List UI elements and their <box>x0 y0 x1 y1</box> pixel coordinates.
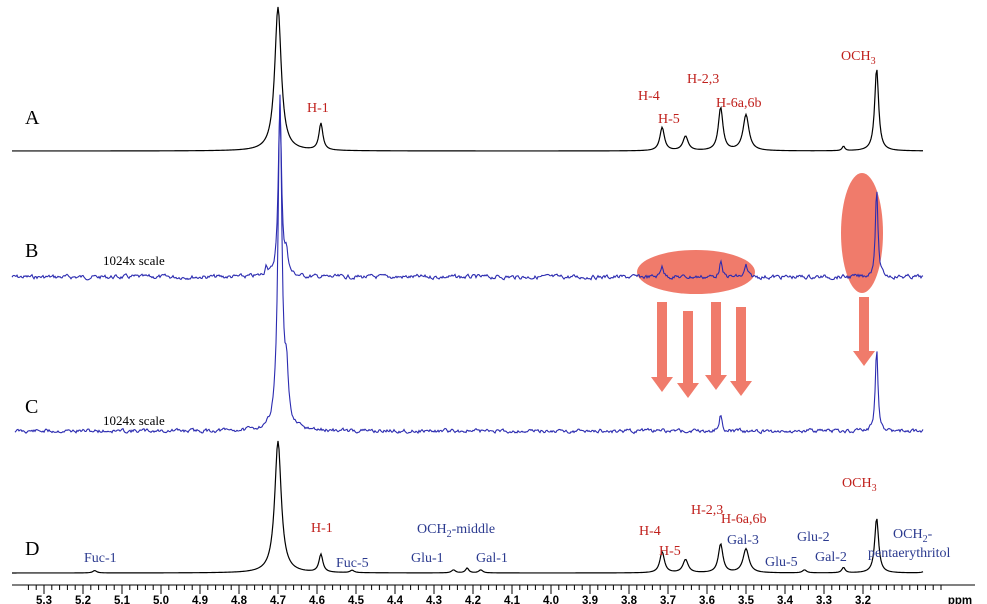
peak-label: Fuc-5 <box>336 556 369 571</box>
arrow-down-icon <box>677 311 699 398</box>
highlight-ellipse <box>637 250 755 294</box>
scale-note: 1024x scale <box>103 413 165 428</box>
spectrum-label-a: A <box>25 107 40 129</box>
scale-note: 1024x scale <box>103 253 165 268</box>
tick-label: 4.5 <box>348 595 365 604</box>
tick-label: 4.7 <box>270 595 286 604</box>
spectrum-trace-b <box>11 103 924 281</box>
tick-label: 4.4 <box>387 595 404 604</box>
peak-label: pentaerythritol <box>868 546 951 561</box>
peak-label: H-4 <box>638 89 660 104</box>
peak-label: Glu-1 <box>411 551 444 566</box>
arrow-down-icon <box>705 302 727 390</box>
tick-label: 4.1 <box>504 595 521 604</box>
peak-label: H-1 <box>307 101 329 116</box>
tick-label: 3.6 <box>699 595 715 604</box>
peak-label: OCH2-middle <box>417 522 495 540</box>
peak-label: H-2,3 <box>691 503 723 518</box>
spectrum-label-c: C <box>25 396 38 418</box>
spectrum-trace-c <box>14 94 924 435</box>
peak-label: Glu-2 <box>797 530 830 545</box>
peak-label: H-1 <box>311 521 333 536</box>
highlight-ellipse <box>841 173 883 293</box>
peak-label: Fuc-1 <box>84 551 117 566</box>
peak-label: Gal-3 <box>727 533 759 548</box>
peak-label: H-5 <box>658 112 680 127</box>
tick-label: 5.2 <box>75 595 91 604</box>
spectra-layer <box>11 6 924 574</box>
arrow-down-icon <box>853 297 875 366</box>
tick-label: 4.0 <box>543 595 559 604</box>
peak-label: OCH3 <box>841 49 876 67</box>
tick-label: 4.8 <box>231 595 248 604</box>
peak-label: H-5 <box>659 544 681 559</box>
tick-label: 3.3 <box>816 595 832 604</box>
peak-label: H-6a,6b <box>716 96 762 111</box>
peak-label: H-6a,6b <box>721 512 767 527</box>
tick-label: 3.4 <box>777 595 794 604</box>
tick-label: 4.6 <box>309 595 325 604</box>
peak-label: H-4 <box>639 524 661 539</box>
peak-label: H-2,3 <box>687 72 719 87</box>
tick-label: 3.5 <box>738 595 755 604</box>
spectrum-trace-a <box>12 6 924 152</box>
tick-label: 3.8 <box>621 595 638 604</box>
tick-label: 5.3 <box>36 595 52 604</box>
arrow-down-icon <box>730 307 752 396</box>
tick-label: 5.0 <box>153 595 169 604</box>
tick-label: 4.3 <box>426 595 442 604</box>
spectrum-trace-d <box>12 440 924 574</box>
tick-label: 3.7 <box>660 595 676 604</box>
peak-label: Glu-5 <box>765 555 798 570</box>
x-axis-label: ppm <box>948 595 972 604</box>
peak-label: Gal-2 <box>815 550 847 565</box>
tick-label: 3.9 <box>582 595 598 604</box>
peak-label: OCH2- <box>893 527 933 545</box>
label-layer: A B 1024x scale C 1024x scale D H-1 H-4 H-5 H-2,3… <box>25 49 951 571</box>
tick-label: 3.2 <box>855 595 871 604</box>
arrow-down-icon <box>651 302 673 392</box>
tick-label: 4.9 <box>192 595 208 604</box>
x-axis: 5.3 5.2 5.1 5.0 4.9 4.8 4.7 4.6 4.5 4.4 4.3 4.2 4.1 4… <box>12 584 975 604</box>
spectrum-label-b: B <box>25 240 38 262</box>
tick-label: 5.1 <box>114 595 131 604</box>
peak-label: Gal-1 <box>476 551 508 566</box>
peak-label: OCH3 <box>842 476 877 494</box>
tick-label: 4.2 <box>465 595 481 604</box>
spectrum-label-d: D <box>25 538 39 560</box>
highlight-layer <box>637 173 883 398</box>
